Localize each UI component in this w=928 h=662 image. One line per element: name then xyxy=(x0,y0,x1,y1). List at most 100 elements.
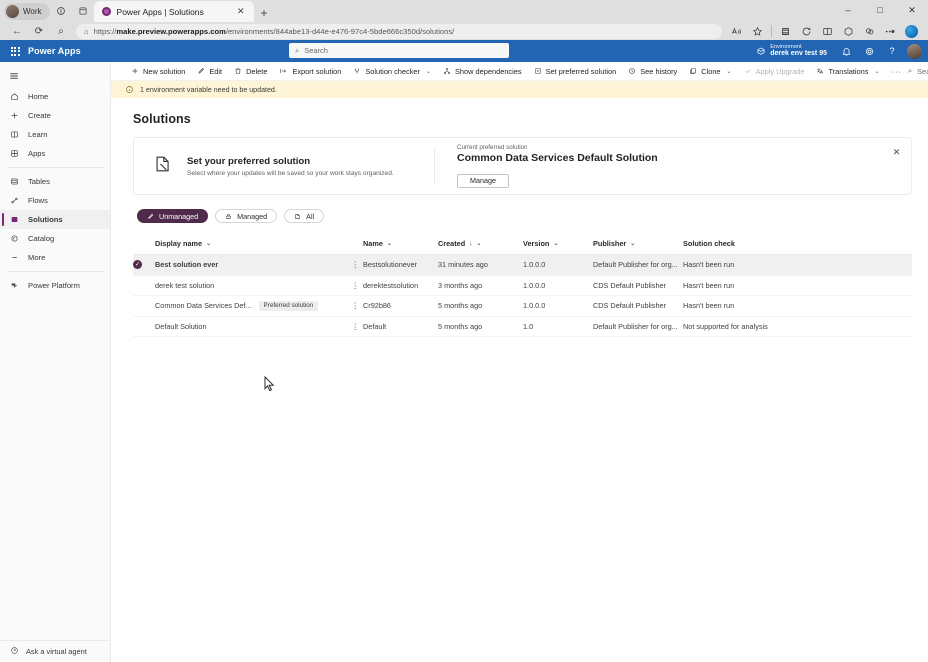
command-solution-checker[interactable]: Solution checker ⌄ xyxy=(347,63,437,80)
global-search-input[interactable]: ⌕ Search xyxy=(289,43,509,58)
command-edit[interactable]: Edit xyxy=(191,63,228,80)
column-name[interactable]: Name ⌄ xyxy=(363,234,438,255)
sidebar-item-catalog[interactable]: Catalog xyxy=(0,229,110,248)
command-show-dependencies[interactable]: Show dependencies xyxy=(437,63,528,80)
sidebar-item-learn[interactable]: Learn xyxy=(0,125,110,144)
user-avatar[interactable] xyxy=(907,43,922,59)
table-row[interactable]: Common Data Services Def... Preferred so… xyxy=(133,296,912,317)
row-checkbox[interactable] xyxy=(133,296,155,317)
filter-pill-all[interactable]: All xyxy=(284,209,325,223)
notification-bell-icon[interactable] xyxy=(836,41,856,61)
sidebar-item-more[interactable]: More xyxy=(0,248,110,267)
row-kebab-menu[interactable]: ⋮ xyxy=(351,301,359,311)
profile-label: Work xyxy=(23,7,42,16)
sidebar-item-solutions[interactable]: Solutions xyxy=(0,210,110,229)
environment-picker[interactable]: Environment derek env test 95 xyxy=(756,44,833,58)
new-tab-button[interactable]: + xyxy=(260,6,268,20)
settings-more-icon[interactable] xyxy=(880,22,901,40)
collections-icon[interactable] xyxy=(775,22,796,40)
filter-pill-unmanaged[interactable]: Unmanaged xyxy=(137,209,209,223)
column-version[interactable]: Version ⌄ xyxy=(523,234,593,255)
refresh-icon[interactable]: ⟳ xyxy=(34,25,44,37)
column-label: Display name xyxy=(155,239,203,248)
filter-pill-managed[interactable]: Managed xyxy=(215,209,278,223)
grid-search-input[interactable]: ⌕ Search xyxy=(908,66,928,76)
copilot-icon[interactable] xyxy=(859,22,880,40)
sidebar-collapse-icon[interactable] xyxy=(0,65,110,87)
sidebar-item-home[interactable]: Home xyxy=(0,87,110,106)
row-checkbox[interactable] xyxy=(133,316,155,337)
column-select-all[interactable] xyxy=(133,234,155,255)
table-row[interactable]: Default Solution ⋮ Default 5 months ago … xyxy=(133,316,912,337)
column-publisher[interactable]: Publisher ⌄ xyxy=(593,234,683,255)
read-aloud-icon[interactable] xyxy=(726,22,747,40)
column-created[interactable]: Created ↓ ⌄ xyxy=(438,234,523,255)
sidebar-item-tables[interactable]: Tables xyxy=(0,172,110,191)
row-kebab-menu[interactable]: ⋮ xyxy=(351,280,359,290)
plus-icon xyxy=(9,111,20,120)
browser-tab-power-apps[interactable]: Power Apps | Solutions ✕ xyxy=(93,1,254,22)
chevron-down-icon: ⌄ xyxy=(630,241,636,247)
row-kebab-menu[interactable]: ⋮ xyxy=(351,260,359,270)
extensions-icon[interactable] xyxy=(838,22,859,40)
row-kebab-menu[interactable]: ⋮ xyxy=(351,321,359,331)
cell-publisher: CDS Default Publisher xyxy=(593,301,667,311)
sidebar-item-flows[interactable]: Flows xyxy=(0,191,110,210)
browser-profile-pill[interactable]: Work xyxy=(4,3,50,20)
help-icon[interactable]: ? xyxy=(889,46,895,56)
table-row[interactable]: ✓ Best solution ever ⋮ Bestsolutionever … xyxy=(133,254,912,276)
row-checkbox[interactable] xyxy=(133,275,155,296)
command-see-history[interactable]: See history xyxy=(622,63,683,80)
browser-search-icon[interactable]: ⌕ xyxy=(58,25,64,37)
command-delete[interactable]: Delete xyxy=(228,63,273,80)
table-row[interactable]: derek test solution ⋮ derektestsolution … xyxy=(133,275,912,296)
favorite-star-icon[interactable] xyxy=(747,22,768,40)
command-new-solution[interactable]: New solution xyxy=(125,63,191,80)
browser-essentials-icon[interactable] xyxy=(796,22,817,40)
column-display-name[interactable]: Display name ⌄ xyxy=(155,234,347,255)
back-icon[interactable]: ← xyxy=(12,25,22,37)
sidebar-item-power-platform[interactable]: Power Platform xyxy=(0,276,110,295)
command-translations[interactable]: Translations ⌄ xyxy=(810,63,885,80)
environment-label: Environment xyxy=(770,43,802,50)
close-icon[interactable]: ✕ xyxy=(892,147,901,157)
ask-virtual-agent-button[interactable]: Ask a virtual agent xyxy=(0,640,110,662)
home-icon xyxy=(9,92,20,101)
table-header-row: Display name ⌄ Name ⌄ Created ↓ ⌄ Version ⌄ xyxy=(133,234,912,255)
column-solution-check[interactable]: Solution check xyxy=(683,234,912,255)
row-checkbox[interactable]: ✓ xyxy=(133,255,155,276)
brand-title[interactable]: Power Apps xyxy=(28,46,81,56)
page-title: Solutions xyxy=(133,112,191,126)
preferred-card-heading: Set your preferred solution xyxy=(187,155,311,167)
split-screen-icon[interactable] xyxy=(817,22,838,40)
window-close-button[interactable]: ✕ xyxy=(908,4,916,15)
command-label: See history xyxy=(640,66,678,76)
sidebar-item-label: Flows xyxy=(28,196,48,205)
window-maximize-button[interactable]: □ xyxy=(877,5,883,15)
checker-icon xyxy=(353,67,361,75)
window-minimize-button[interactable]: – xyxy=(845,5,851,15)
cell-version: 1.0.0.0 xyxy=(523,301,546,311)
command-clone[interactable]: Clone ⌄ xyxy=(683,63,737,80)
gear-icon[interactable] xyxy=(859,41,879,61)
flow-icon xyxy=(9,196,20,205)
tab-list-icon[interactable] xyxy=(72,1,94,21)
address-bar[interactable]: ⌂ https://make.preview.powerapps.com/env… xyxy=(76,23,722,39)
manage-button[interactable]: Manage xyxy=(457,173,509,188)
command-overflow-button[interactable]: ··· xyxy=(891,66,902,76)
chevron-down-icon: ⌄ xyxy=(726,68,732,75)
command-set-preferred-solution[interactable]: Set preferred solution xyxy=(528,63,623,80)
edge-profile-avatar[interactable] xyxy=(905,24,918,38)
cell-version: 1.0.0.0 xyxy=(523,280,546,290)
cell-version: 1.0 xyxy=(523,321,534,331)
column-label: Publisher xyxy=(593,239,627,248)
sidebar-item-create[interactable]: Create xyxy=(0,106,110,125)
command-export-solution[interactable]: Export solution xyxy=(273,63,347,80)
tab-close-icon[interactable]: ✕ xyxy=(236,6,245,16)
sidebar-item-apps[interactable]: Apps xyxy=(0,144,110,163)
sidebar-item-label: More xyxy=(28,253,46,262)
header-right-cluster: Environment derek env test 95 ? xyxy=(756,41,922,61)
site-info-icon[interactable]: ⌂ xyxy=(84,26,89,36)
app-launcher-icon[interactable] xyxy=(6,46,24,56)
tab-search-icon[interactable] xyxy=(50,1,72,21)
